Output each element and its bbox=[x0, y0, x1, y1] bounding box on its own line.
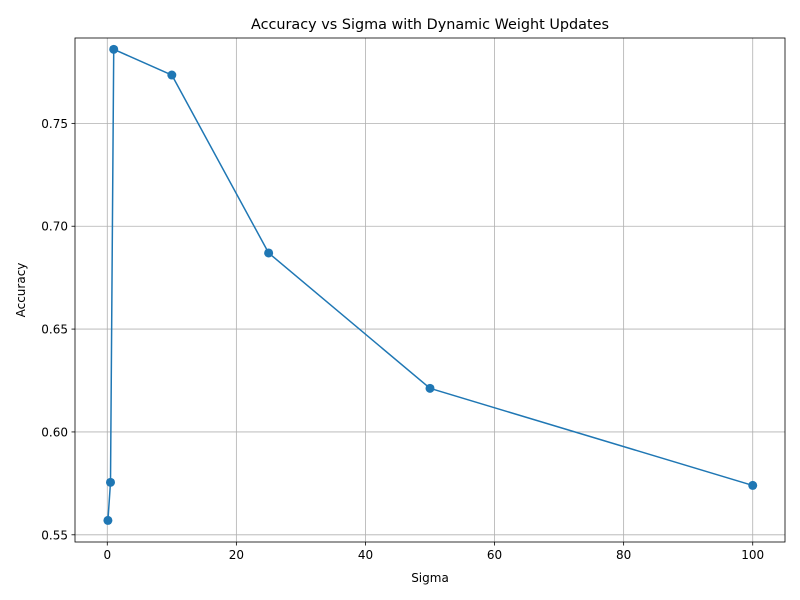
chart-title: Accuracy vs Sigma with Dynamic Weight Up… bbox=[251, 17, 609, 33]
data-point bbox=[109, 44, 119, 54]
y-tick-label: 0.60 bbox=[41, 425, 68, 439]
x-axis-label: Sigma bbox=[411, 571, 449, 585]
y-tick-label: 0.55 bbox=[41, 528, 68, 542]
grid bbox=[75, 38, 785, 542]
x-tick-label: 40 bbox=[358, 548, 373, 562]
y-tick-label: 0.65 bbox=[41, 323, 68, 337]
y-tick-label: 0.75 bbox=[41, 117, 68, 131]
data-point bbox=[425, 383, 435, 393]
y-axis: 0.55 0.60 0.65 0.70 0.75 bbox=[41, 117, 75, 542]
data-point bbox=[103, 515, 113, 525]
data-point bbox=[748, 480, 758, 490]
x-axis: 0 20 40 60 80 100 bbox=[103, 542, 764, 562]
data-point bbox=[264, 248, 274, 258]
data-point bbox=[106, 477, 115, 487]
y-tick-label: 0.70 bbox=[41, 220, 68, 234]
x-tick-label: 20 bbox=[229, 548, 244, 562]
plot-area bbox=[75, 38, 785, 542]
x-tick-label: 100 bbox=[741, 548, 764, 562]
series-layer bbox=[103, 44, 758, 525]
x-tick-label: 80 bbox=[616, 548, 631, 562]
y-axis-label: Accuracy bbox=[14, 263, 28, 318]
data-point bbox=[167, 70, 177, 80]
axes-frame bbox=[74, 37, 786, 543]
x-tick-label: 0 bbox=[103, 548, 111, 562]
x-tick-label: 60 bbox=[487, 548, 502, 562]
